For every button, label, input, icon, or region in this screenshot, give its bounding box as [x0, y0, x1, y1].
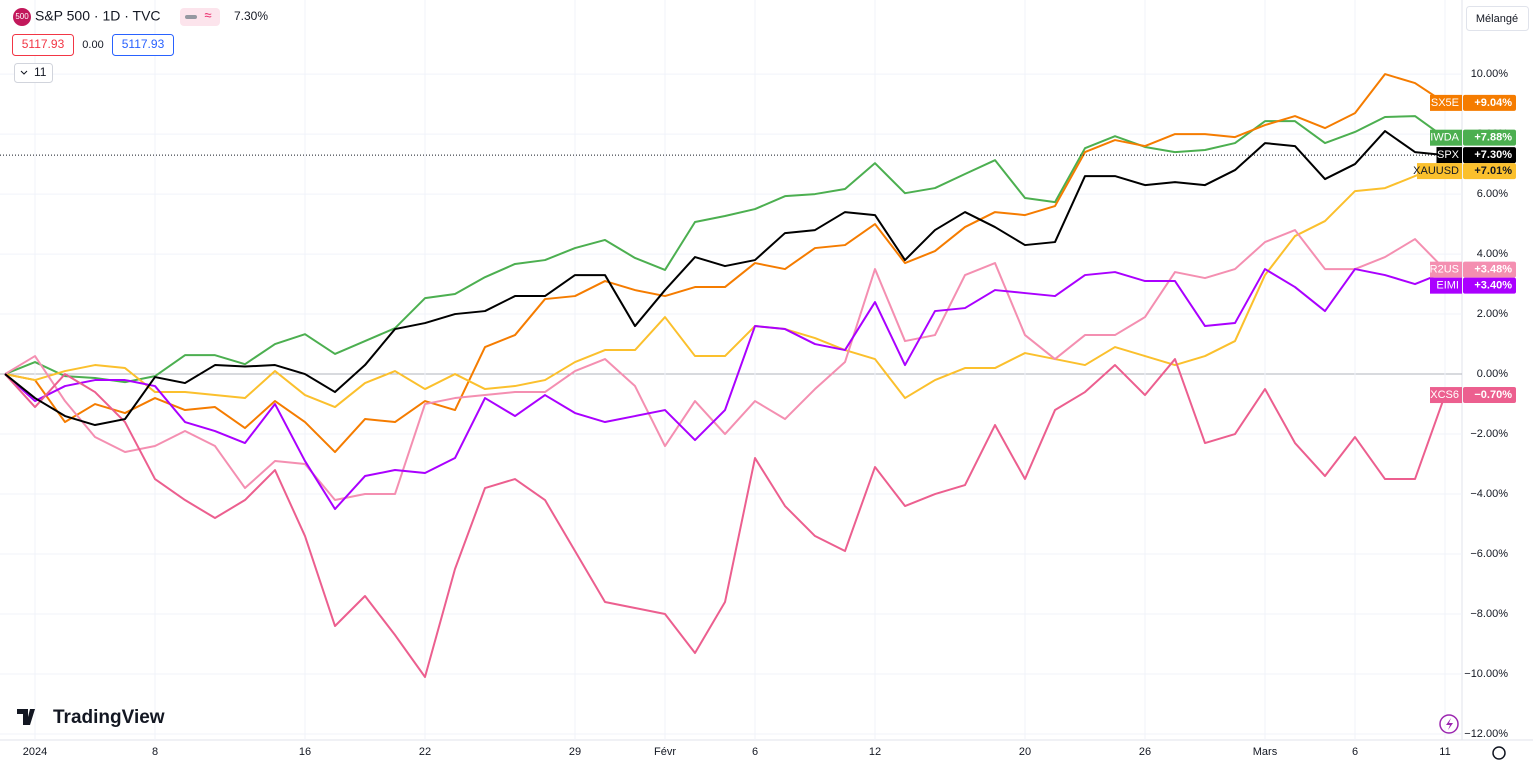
x-tick-label: 16	[299, 746, 311, 758]
value-tag	[1463, 94, 1516, 111]
y-tick-label: 0.00%	[1477, 368, 1508, 380]
y-tick-label: 4.00%	[1477, 248, 1508, 260]
y-tick-label: −10.00%	[1464, 668, 1508, 680]
value-label: +9.04%	[1474, 97, 1512, 109]
value-label: +3.40%	[1474, 280, 1512, 292]
scale-mode-button[interactable]	[1466, 6, 1529, 31]
value-label: +3.48%	[1474, 264, 1512, 276]
legend-name-box	[1430, 261, 1462, 278]
value-tag	[1463, 261, 1516, 278]
y-tick-label: 6.00%	[1477, 188, 1508, 200]
brand-logo	[17, 709, 35, 725]
y-tick-label: −2.00%	[1470, 428, 1508, 440]
axis-labels: 10.00%8.00%6.00%4.00%2.00%0.00%−2.00%−4.…	[23, 68, 1516, 758]
legend-name-box	[1436, 147, 1462, 164]
value-label: +7.88%	[1474, 132, 1512, 144]
x-tick-label: 8	[152, 746, 158, 758]
value-tag	[1463, 147, 1516, 164]
settings-icon[interactable]	[1492, 746, 1506, 760]
legend-name-box	[1430, 387, 1462, 404]
series-line	[4, 130, 1446, 427]
symbol-title[interactable]: S&P 500 · 1D · TVC	[35, 8, 161, 24]
x-tick-label: 20	[1019, 746, 1031, 758]
bid-box[interactable]	[12, 34, 74, 56]
y-tick-label: −8.00%	[1470, 608, 1508, 620]
series-line	[4, 73, 1446, 454]
value-tag	[1463, 387, 1516, 404]
y-tick-label: −4.00%	[1470, 488, 1508, 500]
x-tick-label: 2024	[23, 746, 47, 758]
legend-name-box	[1430, 277, 1462, 294]
series-line	[4, 115, 1446, 384]
chevron	[20, 70, 28, 75]
legend-name-box	[1430, 129, 1462, 146]
series-lines	[0, 73, 1462, 679]
grid	[0, 0, 1462, 740]
y-tick-label: 10.00%	[1471, 68, 1509, 80]
value-tag	[1463, 129, 1516, 146]
x-tick-label: Févr	[654, 746, 676, 758]
compare-toggle[interactable]	[180, 8, 220, 26]
compare-icon	[185, 15, 197, 19]
x-tick-label: 26	[1139, 746, 1151, 758]
legend-name: XCS6	[1430, 389, 1459, 401]
value-label: +7.01%	[1474, 165, 1512, 177]
y-tick-label: −12.00%	[1464, 728, 1508, 740]
value-label: −0.70%	[1474, 389, 1512, 401]
x-tick-label: 29	[569, 746, 581, 758]
legend-name: EIMI	[1436, 280, 1459, 292]
alert-bolt	[1446, 718, 1453, 730]
series-line	[4, 162, 1446, 409]
alert-icon[interactable]	[1439, 714, 1459, 734]
ask: 5117.93	[122, 37, 165, 51]
bid: 5117.93	[22, 37, 65, 51]
legend-name: SX5E	[1431, 97, 1459, 109]
legend-name: IWDA	[1430, 132, 1459, 144]
brand: TradingView	[53, 707, 165, 728]
change: 7.30%	[234, 9, 268, 23]
x-tick-label: Mars	[1253, 746, 1278, 758]
legend-name: R2US	[1430, 264, 1459, 276]
y-tick-label: −6.00%	[1470, 548, 1508, 560]
ask-box[interactable]	[112, 34, 174, 56]
value-label: +7.30%	[1474, 149, 1512, 161]
spread: 0.00	[82, 39, 103, 51]
x-tick-label: 22	[419, 746, 431, 758]
legend-name-box	[1417, 163, 1462, 180]
indicators-count: 11	[34, 65, 47, 79]
y-tick-label: 2.00%	[1477, 308, 1508, 320]
series-line	[4, 268, 1446, 511]
legend-name: SPX	[1437, 149, 1460, 161]
value-tag	[1463, 277, 1516, 294]
symbol-icon-text: 500	[15, 12, 29, 21]
series-line	[4, 358, 1446, 679]
scale-mode: Mélangé	[1476, 13, 1518, 25]
series-line	[4, 229, 1446, 502]
x-tick-label: 11	[1439, 746, 1450, 758]
legend-name: XAUUSD	[1413, 165, 1459, 177]
value-tag	[1463, 163, 1516, 180]
compare-icon: ≈	[204, 7, 211, 22]
symbol-icon	[13, 8, 31, 26]
x-tick-label: 6	[752, 746, 758, 758]
indicators-toggle[interactable]	[14, 63, 53, 83]
x-tick-label: 6	[1352, 746, 1358, 758]
x-tick-label: 12	[869, 746, 881, 758]
legend-name-box	[1430, 94, 1462, 111]
